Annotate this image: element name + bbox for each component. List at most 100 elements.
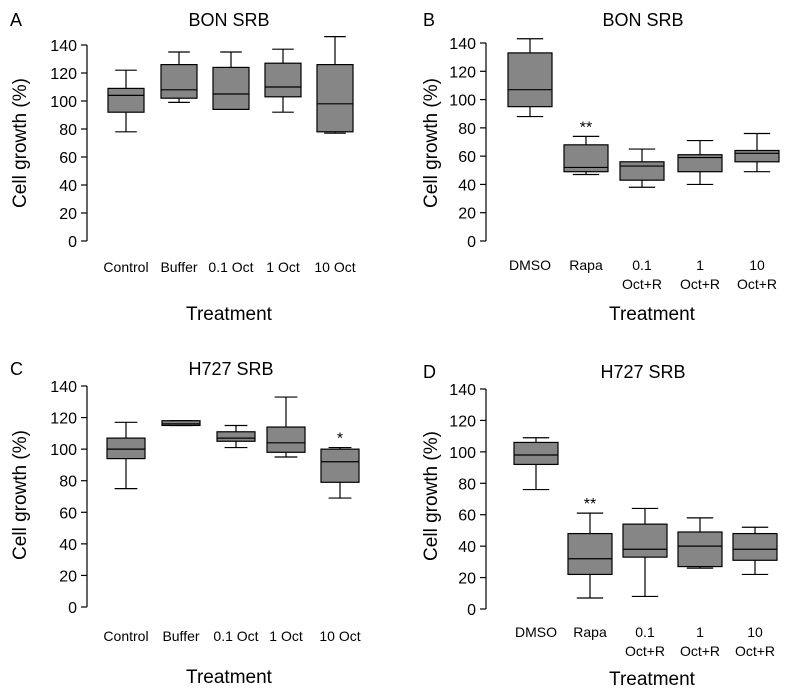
category-label: Oct+R [735,643,775,659]
category-label: 0.1 [635,624,655,640]
box-iqr [622,523,668,558]
category-label: Oct+R [622,276,662,292]
y-tick-label: 100 [449,93,476,110]
panel-b: B BON SRB 0 20 40 60 80 100 120 140 Cell growth (%… [421,10,780,325]
category-label: Oct+R [680,643,720,659]
y-tick-label: 20 [59,568,77,585]
box-plot [107,69,145,133]
category-label: 0.1 Oct [213,628,258,644]
y-tick-label: 0 [467,234,476,251]
category-label: 0.1 [632,257,652,273]
box-iqr [734,149,780,163]
category-label: 10 Oct [319,628,360,644]
y-tick-label: 100 [50,94,77,111]
y-tick-label: 60 [59,505,77,522]
box-plot [677,517,723,569]
box-plot [513,437,559,491]
box-plot: ** [567,496,613,599]
y-tick-label: 120 [50,66,77,83]
box-iqr [160,63,198,99]
box-iqr [732,532,778,561]
y-tick-label: 60 [59,150,77,167]
y-tick-label: 80 [458,121,476,138]
box-plot: ** [563,119,609,176]
y-tick-label: 140 [50,38,77,55]
category-label: 1 [696,257,704,273]
box-plot [212,51,250,111]
panel-c: C H727 SRB 0 20 40 60 80 100 120 140 Cell growth (… [10,359,361,688]
y-tick-label: 20 [458,206,476,223]
category-label: 0.1 Oct [208,259,253,275]
category-label: 1 Oct [269,628,303,644]
y-tick-label: 20 [458,571,476,588]
box-plot [106,421,146,490]
box-plot [622,507,668,598]
y-tick-label: 0 [68,234,77,251]
box-plot [507,38,553,118]
y-axis-label: Cell growth (%) [10,430,31,560]
box-plot [161,420,201,427]
box-iqr [677,531,723,568]
category-label: 10 Oct [314,259,355,275]
panel-title: BON SRB [188,10,269,30]
x-axis-label: Treatment [609,669,696,690]
y-tick-label: 60 [458,149,476,166]
category-label: 1 Oct [266,259,300,275]
box-iqr [107,87,145,113]
y-tick-label: 120 [449,413,476,430]
panel-title: H727 SRB [188,359,273,379]
box-plot [677,139,723,186]
category-label: Control [103,259,148,275]
panel-a: A BON SRB 0 20 40 60 80 100 120 140 Cell growth (%… [10,10,356,325]
category-label: Rapa [573,624,607,640]
panel-letter: D [423,362,436,382]
box-iqr [619,161,665,181]
y-tick-label: 40 [59,178,77,195]
box-iqr [567,532,613,576]
y-axis-label: Cell growth (%) [421,431,442,561]
box-plot [216,424,256,449]
x-axis-label: Treatment [186,667,273,688]
x-axis-label: Treatment [186,304,273,325]
y-axis-label: Cell growth (%) [421,78,442,208]
category-label: DMSO [509,257,551,273]
category-label: Buffer [160,259,197,275]
y-tick-label: 80 [59,122,77,139]
y-tick-label: 40 [458,539,476,556]
box-plot [734,132,780,173]
y-tick-label: 60 [458,508,476,525]
y-tick-label: 100 [449,445,476,462]
y-tick-label: 20 [59,206,77,223]
y-tick-label: 120 [449,64,476,81]
category-label: 10 [747,624,763,640]
category-label: Rapa [569,257,603,273]
significance-annotation: * [337,431,343,448]
category-label: 1 [696,624,704,640]
box-plot [266,396,306,458]
category-label: Buffer [162,628,199,644]
category-label: Oct+R [680,276,720,292]
box-plot: * [320,431,360,499]
significance-annotation: ** [580,119,592,136]
panel-letter: C [10,359,23,379]
category-label: Oct+R [737,276,777,292]
panel-title: H727 SRB [600,362,685,382]
y-tick-label: 80 [458,476,476,493]
box-iqr [216,431,256,442]
y-tick-label: 40 [59,537,77,554]
box-iqr [507,52,553,108]
box-plot [160,51,198,104]
y-tick-label: 140 [50,379,77,396]
box-iqr [513,441,559,466]
box-plot [619,148,665,188]
panel-letter: A [10,10,22,30]
box-plot [264,48,302,113]
y-tick-label: 80 [59,474,77,491]
panel-d: D H727 SRB 0 20 40 60 80 100 120 140 Cell growth (… [421,362,778,690]
panel-title: BON SRB [602,10,683,30]
box-iqr [106,437,146,460]
box-iqr [677,154,723,173]
significance-annotation: ** [584,496,596,513]
y-tick-label: 140 [449,36,476,53]
